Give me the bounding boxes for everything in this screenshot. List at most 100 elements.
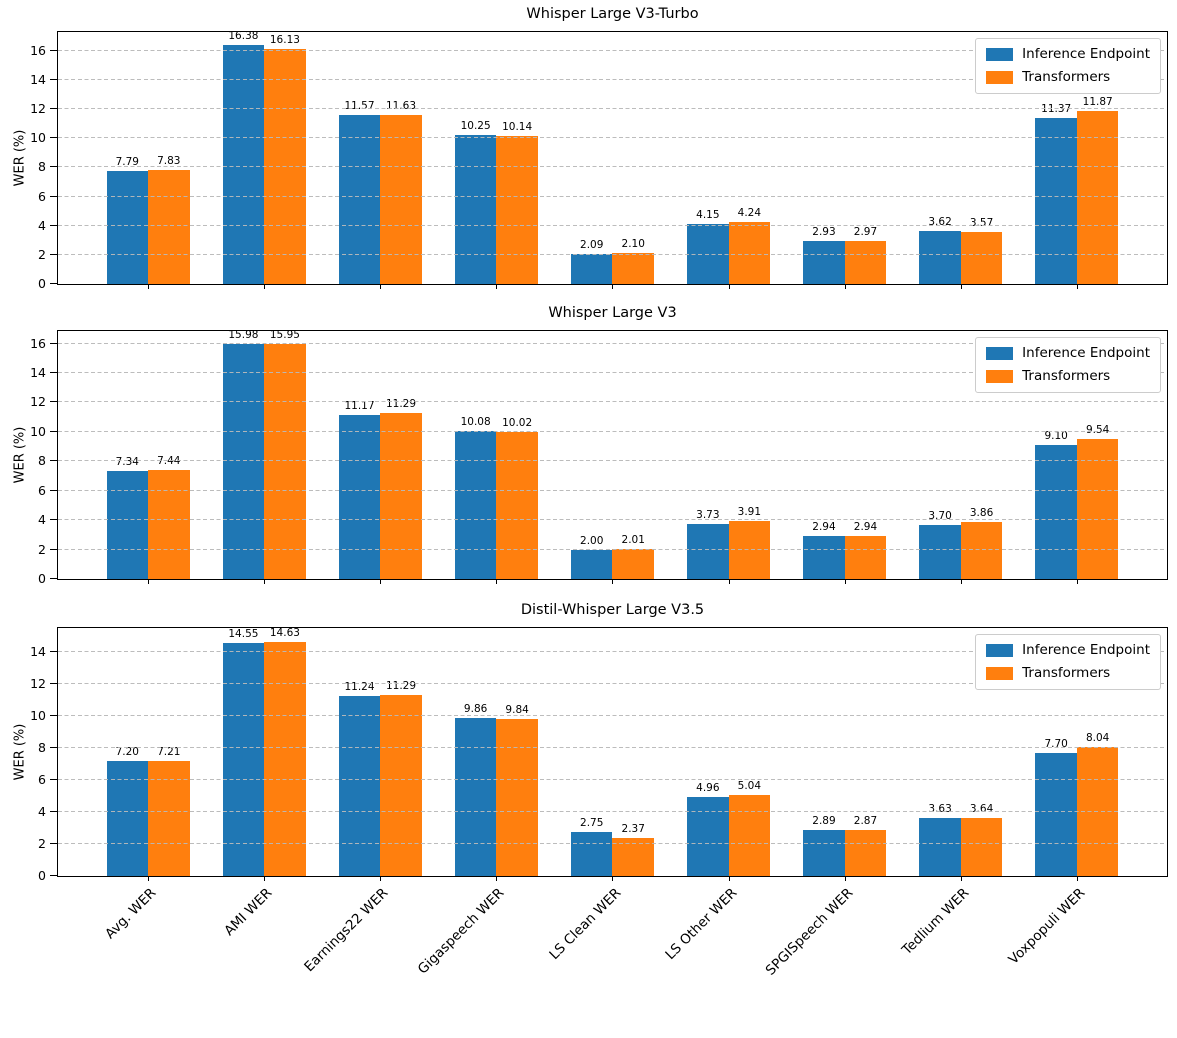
gridline — [58, 108, 1167, 110]
bar-inference-endpoint: 2.93 — [803, 226, 845, 284]
legend-entry-inference-endpoint: Inference Endpoint — [986, 346, 1150, 361]
bar-value-label: 7.34 — [115, 455, 139, 468]
legend-label: Inference Endpoint — [1022, 642, 1150, 658]
bar-value-label: 11.29 — [385, 397, 417, 410]
bar-inference-endpoint: 2.89 — [803, 815, 845, 876]
y-tick-label: 8 — [38, 159, 46, 175]
category-group-voxpopuli-wer: 9.10 9.54 — [1019, 331, 1135, 584]
bar-value-label: 9.10 — [1044, 430, 1068, 443]
bar-transformers: 3.91 — [728, 506, 771, 579]
bar-transformers: 2.87 — [844, 815, 887, 876]
bar-inference-endpoint: 3.62 — [919, 216, 961, 284]
bar-transformers: 2.37 — [612, 823, 654, 876]
x-tick-mark — [1076, 580, 1078, 584]
plot-area: WER (%) 0 2 4 6 8 10 12 14 16 7.34 7.44 15.98 15.95 1… — [13, 328, 1168, 586]
bar-value-label: 4.96 — [696, 781, 720, 794]
legend-swatch-icon — [986, 370, 1014, 383]
y-tick-label: 10 — [30, 708, 46, 723]
bar-transformers: 15.95 — [264, 329, 306, 579]
category-group-ls-other-wer: 4.15 4.24 — [671, 32, 787, 289]
bar-transformers: 7.21 — [148, 746, 190, 876]
y-tick-mark — [50, 253, 57, 255]
bar-inference-endpoint: 14.55 — [222, 628, 265, 876]
y-tick-mark — [50, 342, 57, 344]
bar-value-label: 14.55 — [228, 628, 259, 641]
category-group-gigaspeech-wer: 10.08 10.02 — [438, 331, 554, 584]
bar-inference-endpoint: 9.86 — [454, 703, 497, 876]
legend-entry-transformers: Transformers — [986, 369, 1150, 384]
y-tick-mark — [50, 489, 57, 491]
x-tick-mark — [844, 580, 846, 584]
bar-inference-endpoint: 7.20 — [106, 746, 149, 876]
x-tick-mark — [612, 285, 614, 289]
category-group-earnings22-wer: 11.57 11.63 — [322, 32, 438, 289]
bar-value-label: 11.24 — [344, 681, 375, 694]
y-tick-mark — [50, 224, 57, 226]
legend-swatch-icon — [986, 644, 1014, 657]
bar-inference-endpoint: 3.70 — [919, 510, 961, 579]
y-tick-mark — [50, 49, 57, 51]
bar-value-label: 2.89 — [812, 814, 836, 827]
bar-transformers: 11.29 — [380, 680, 422, 876]
y-tick-label: 4 — [38, 217, 46, 233]
category-group-ami-wer: 14.55 14.63 AMI WER — [206, 627, 322, 939]
gridline — [58, 49, 1167, 51]
y-tick-mark — [50, 747, 57, 748]
category-group-tedlium-wer: 3.70 3.86 — [903, 331, 1019, 584]
bar-inference-endpoint: 16.38 — [222, 30, 265, 284]
y-tick-mark — [50, 430, 57, 432]
bar-inference-endpoint: 7.34 — [106, 456, 149, 579]
category-group-avg-wer: 7.34 7.44 — [90, 331, 206, 584]
x-tick-mark — [380, 285, 382, 289]
bar-transformers: 2.01 — [612, 534, 654, 579]
bar-inference-endpoint: 10.25 — [454, 120, 497, 284]
gridline — [58, 166, 1167, 168]
bar-value-label: 11.87 — [1082, 96, 1113, 109]
gridline — [58, 195, 1167, 197]
x-tick-mark — [148, 877, 150, 881]
x-tick-mark — [496, 285, 498, 289]
legend-label: Transformers — [1022, 665, 1111, 681]
gridline — [58, 843, 1167, 844]
bar-value-label: 16.38 — [228, 30, 259, 43]
chart-title: Distil-Whisper Large V3.5 — [520, 602, 705, 618]
x-tick-mark — [1076, 877, 1078, 881]
legend: Inference Endpoint Transformers — [975, 337, 1161, 393]
gridline — [58, 683, 1167, 684]
legend-label: Transformers — [1022, 368, 1111, 384]
y-tick-label: 2 — [38, 541, 46, 557]
x-tick-mark — [728, 580, 730, 584]
y-tick-label: 10 — [30, 130, 46, 146]
y-tick-label: 14 — [30, 644, 46, 659]
gridline — [58, 519, 1167, 521]
bars-container: 7.34 7.44 15.98 15.95 11.17 11.29 10.08 10.02 2.… — [58, 328, 1167, 584]
bar-transformers: 2.97 — [844, 226, 887, 284]
x-tick-mark — [264, 877, 266, 881]
y-tick-label: 8 — [38, 453, 46, 469]
y-tick-mark — [50, 578, 57, 579]
legend-entry-transformers: Transformers — [986, 70, 1150, 85]
bar-value-label: 3.63 — [928, 802, 952, 815]
x-tick-mark — [496, 580, 498, 584]
bar-value-label: 2.94 — [812, 520, 836, 533]
bar-inference-endpoint: 2.09 — [570, 239, 613, 284]
y-tick-mark — [50, 715, 57, 716]
x-tick-mark — [612, 580, 614, 584]
gridline — [58, 342, 1167, 344]
bar-value-label: 15.98 — [228, 328, 259, 341]
y-tick-label: 2 — [38, 836, 46, 851]
bar-value-label: 3.73 — [696, 509, 720, 522]
legend-swatch-icon — [986, 667, 1014, 680]
bar-inference-endpoint: 11.17 — [338, 400, 381, 579]
bar-inference-endpoint: 3.73 — [687, 509, 729, 579]
bar-value-label: 3.91 — [737, 506, 762, 519]
category-group-earnings22-wer: 11.17 11.29 — [322, 331, 438, 584]
bar-value-label: 3.64 — [969, 802, 994, 815]
y-tick-mark — [50, 371, 57, 373]
category-group-ls-clean-wer: 2.75 2.37 LS Clean WER — [546, 628, 670, 963]
category-group-voxpopuli-wer: 11.37 11.87 — [1019, 32, 1135, 289]
x-tick-mark — [728, 877, 730, 881]
y-tick-label: 2 — [38, 246, 46, 262]
y-tick-label: 6 — [38, 772, 46, 787]
bar-value-label: 5.04 — [737, 780, 762, 793]
